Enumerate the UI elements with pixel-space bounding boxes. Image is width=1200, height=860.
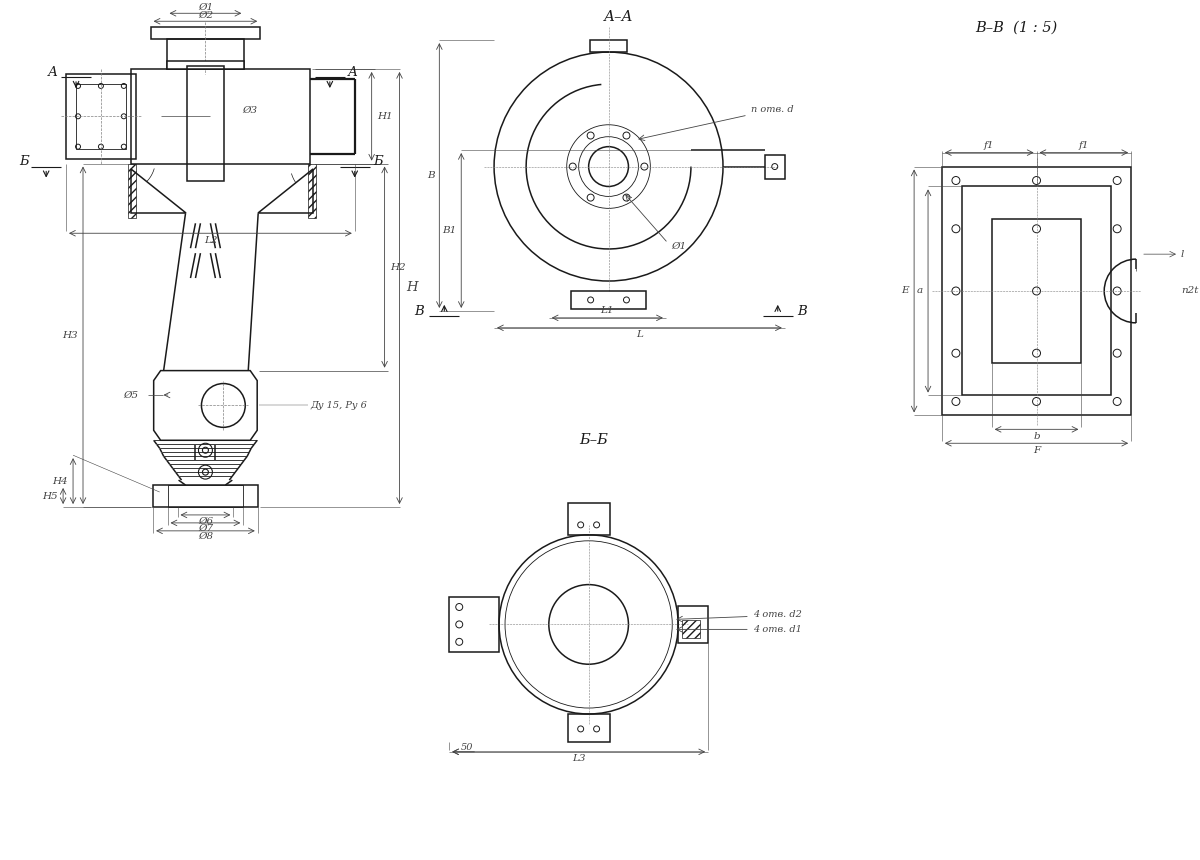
Bar	[76, 84, 126, 149]
Text: L3: L3	[572, 754, 586, 764]
Bar	[308, 163, 316, 218]
Polygon shape	[154, 371, 257, 440]
Text: А: А	[48, 65, 58, 78]
Bar	[154, 485, 258, 507]
Bar	[568, 503, 610, 535]
Text: b: b	[1033, 432, 1040, 441]
Text: Ду 15, Ру 6: Ду 15, Ру 6	[310, 401, 367, 410]
Text: 50: 50	[461, 743, 474, 752]
Bar	[186, 66, 224, 181]
Text: Б: Б	[19, 155, 29, 168]
Text: H2: H2	[390, 262, 406, 272]
Text: В1: В1	[442, 226, 456, 235]
Bar	[764, 155, 785, 179]
Text: А: А	[348, 65, 358, 78]
Text: L1: L1	[600, 306, 614, 316]
Text: n2t: n2t	[1181, 286, 1199, 296]
Polygon shape	[131, 169, 186, 213]
Text: Б–Б: Б–Б	[580, 433, 608, 447]
Bar	[66, 74, 136, 158]
Text: Ø1: Ø1	[198, 3, 212, 12]
Text: H5: H5	[42, 492, 58, 501]
Bar	[589, 40, 628, 52]
Bar	[131, 69, 310, 163]
Bar	[571, 291, 646, 309]
Text: В: В	[798, 305, 808, 318]
Bar	[962, 187, 1111, 396]
Text: H: H	[407, 281, 418, 294]
Text: Ø6: Ø6	[198, 516, 212, 525]
Text: В: В	[427, 171, 434, 180]
Text: H4: H4	[53, 476, 68, 486]
Text: Ø2: Ø2	[198, 11, 212, 20]
Text: А–А: А–А	[604, 10, 634, 24]
Polygon shape	[258, 169, 313, 213]
Text: Б: Б	[373, 155, 383, 168]
Bar	[127, 163, 136, 218]
Bar	[167, 40, 245, 69]
Bar	[942, 167, 1132, 415]
Text: 4 отв. d2: 4 отв. d2	[752, 610, 802, 619]
Bar	[449, 597, 499, 652]
Text: L: L	[636, 330, 643, 340]
Text: n отв. d: n отв. d	[751, 105, 793, 114]
Text: l: l	[1181, 249, 1184, 259]
Text: f1: f1	[1079, 141, 1090, 150]
Text: В–В  (1 : 5): В–В (1 : 5)	[976, 21, 1057, 34]
Text: Ø5: Ø5	[124, 390, 138, 400]
Text: В: В	[415, 305, 425, 318]
Text: H3: H3	[62, 331, 78, 340]
Text: E: E	[901, 286, 910, 296]
Text: F: F	[1033, 445, 1040, 455]
Bar	[991, 218, 1081, 363]
Bar	[168, 485, 242, 507]
Text: H1: H1	[378, 112, 394, 120]
Bar	[151, 28, 260, 40]
Text: L2: L2	[204, 236, 217, 245]
Text: Ø8: Ø8	[198, 532, 212, 541]
Bar	[678, 605, 708, 643]
Text: Ø7: Ø7	[198, 525, 212, 533]
Text: f1: f1	[984, 141, 995, 150]
Text: 4 отв. d1: 4 отв. d1	[752, 625, 802, 634]
Bar	[682, 620, 700, 638]
Text: Ø1: Ø1	[672, 243, 686, 251]
Bar	[167, 61, 245, 69]
Text: Ø3: Ø3	[242, 106, 258, 115]
Bar	[568, 714, 610, 742]
Text: a: a	[917, 286, 923, 296]
